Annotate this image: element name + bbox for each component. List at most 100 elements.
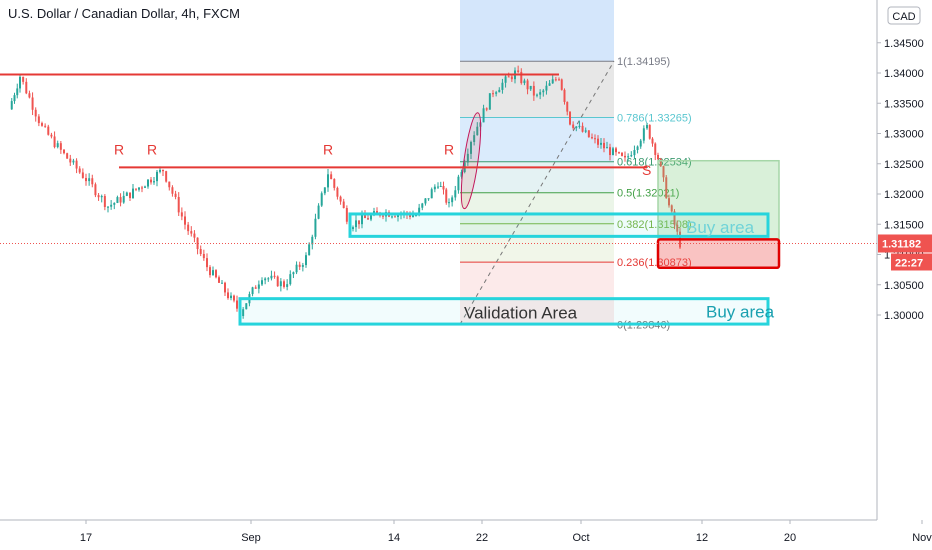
currency-badge: CAD bbox=[892, 11, 915, 23]
candle-body bbox=[639, 140, 642, 147]
candle-body bbox=[286, 284, 289, 287]
candle-body bbox=[460, 172, 463, 177]
candle-body bbox=[116, 197, 119, 203]
candle-body bbox=[44, 125, 47, 127]
fib-trend-line bbox=[459, 60, 615, 325]
time-tick-label: 14 bbox=[388, 532, 400, 544]
price-tick-label: 1.33500 bbox=[884, 98, 924, 110]
candle-body bbox=[394, 216, 396, 218]
candle-body bbox=[236, 300, 238, 309]
candle-body bbox=[196, 237, 199, 250]
candle-body bbox=[370, 215, 372, 220]
time-tick-label: 12 bbox=[696, 532, 708, 544]
candle-body bbox=[34, 109, 37, 117]
candle-body bbox=[612, 148, 614, 156]
candle-body bbox=[364, 215, 366, 219]
candle-body bbox=[504, 76, 507, 83]
candle-body bbox=[270, 275, 273, 279]
candle-body bbox=[267, 278, 270, 280]
candle-body bbox=[361, 215, 363, 225]
candle-body bbox=[594, 138, 596, 140]
time-tick-label: Oct bbox=[572, 532, 589, 544]
candle-body bbox=[437, 186, 439, 188]
candle-body bbox=[174, 193, 177, 197]
candle-body bbox=[212, 270, 214, 276]
candle-body bbox=[19, 76, 21, 89]
candle-body bbox=[190, 231, 193, 234]
candle-body bbox=[415, 215, 417, 217]
candle-body bbox=[569, 111, 571, 125]
fib-band bbox=[460, 192, 614, 224]
candle-body bbox=[355, 220, 357, 228]
candle-body bbox=[445, 189, 448, 203]
candle-body bbox=[295, 264, 298, 273]
fib-band bbox=[460, 223, 614, 263]
candle-body bbox=[230, 295, 232, 299]
candle-body bbox=[554, 79, 557, 81]
candle-body bbox=[138, 187, 140, 190]
candle-body bbox=[301, 265, 304, 267]
fib-band bbox=[460, 117, 614, 162]
candle-body bbox=[53, 136, 56, 148]
candle-body bbox=[575, 126, 578, 128]
candle-body bbox=[584, 130, 587, 132]
candle-body bbox=[283, 281, 285, 287]
support-marker: S bbox=[642, 162, 651, 178]
candle-body bbox=[421, 203, 424, 208]
time-tick-label: 22 bbox=[476, 532, 488, 544]
candle-body bbox=[289, 274, 292, 285]
candle-body bbox=[119, 197, 122, 203]
candle-body bbox=[495, 92, 498, 94]
price-tick-label: 1.32000 bbox=[884, 189, 924, 201]
validation-area-label: Validation Area bbox=[464, 304, 578, 323]
candle-body bbox=[156, 171, 158, 182]
candle-body bbox=[367, 218, 369, 220]
candle-body bbox=[254, 287, 257, 289]
resistance-marker: R bbox=[323, 142, 333, 158]
candle-body bbox=[648, 124, 651, 139]
candle-body bbox=[129, 192, 131, 199]
candle-body bbox=[358, 220, 360, 225]
candle-body bbox=[606, 147, 608, 149]
price-tick-label: 1.34500 bbox=[884, 38, 924, 50]
buy-area-label: Buy area bbox=[686, 218, 755, 237]
candle-body bbox=[526, 80, 529, 90]
candle-body bbox=[298, 264, 301, 267]
fib-level-label: 1(1.34195) bbox=[617, 56, 670, 68]
last-price-label: 1.31182 bbox=[882, 238, 921, 250]
candle-body bbox=[636, 146, 639, 151]
candle-body bbox=[193, 233, 196, 238]
candle-body bbox=[342, 201, 345, 208]
candle-body bbox=[618, 152, 620, 154]
candle-body bbox=[627, 156, 630, 158]
candle-body bbox=[558, 79, 560, 81]
candle-body bbox=[520, 71, 523, 84]
candle-body bbox=[63, 149, 65, 154]
candle-body bbox=[427, 198, 430, 200]
candle-body bbox=[202, 253, 205, 259]
candle-body bbox=[498, 89, 501, 93]
candle-body bbox=[81, 172, 84, 178]
candle-body bbox=[615, 148, 617, 153]
candle-body bbox=[209, 267, 211, 276]
candle-body bbox=[548, 83, 551, 86]
time-tick-label: Sep bbox=[241, 532, 261, 544]
candle-body bbox=[69, 158, 72, 163]
candle-body bbox=[473, 135, 476, 142]
buy-area-label-lower: Buy area bbox=[706, 303, 775, 322]
candle-body bbox=[144, 186, 146, 188]
candle-body bbox=[22, 76, 25, 82]
price-tick-label: 1.30500 bbox=[884, 280, 924, 292]
candle-body bbox=[507, 76, 510, 78]
time-tick-label: 17 bbox=[80, 532, 92, 544]
chart-title: U.S. Dollar / Canadian Dollar, 4h, FXCM bbox=[8, 6, 240, 21]
candle-body bbox=[572, 124, 575, 128]
candle-body bbox=[439, 186, 442, 188]
candle-body bbox=[153, 181, 155, 183]
candle-body bbox=[676, 224, 679, 232]
candle-body bbox=[168, 181, 171, 188]
candle-body bbox=[59, 143, 62, 150]
candle-body bbox=[501, 82, 504, 90]
candle-body bbox=[523, 80, 526, 84]
